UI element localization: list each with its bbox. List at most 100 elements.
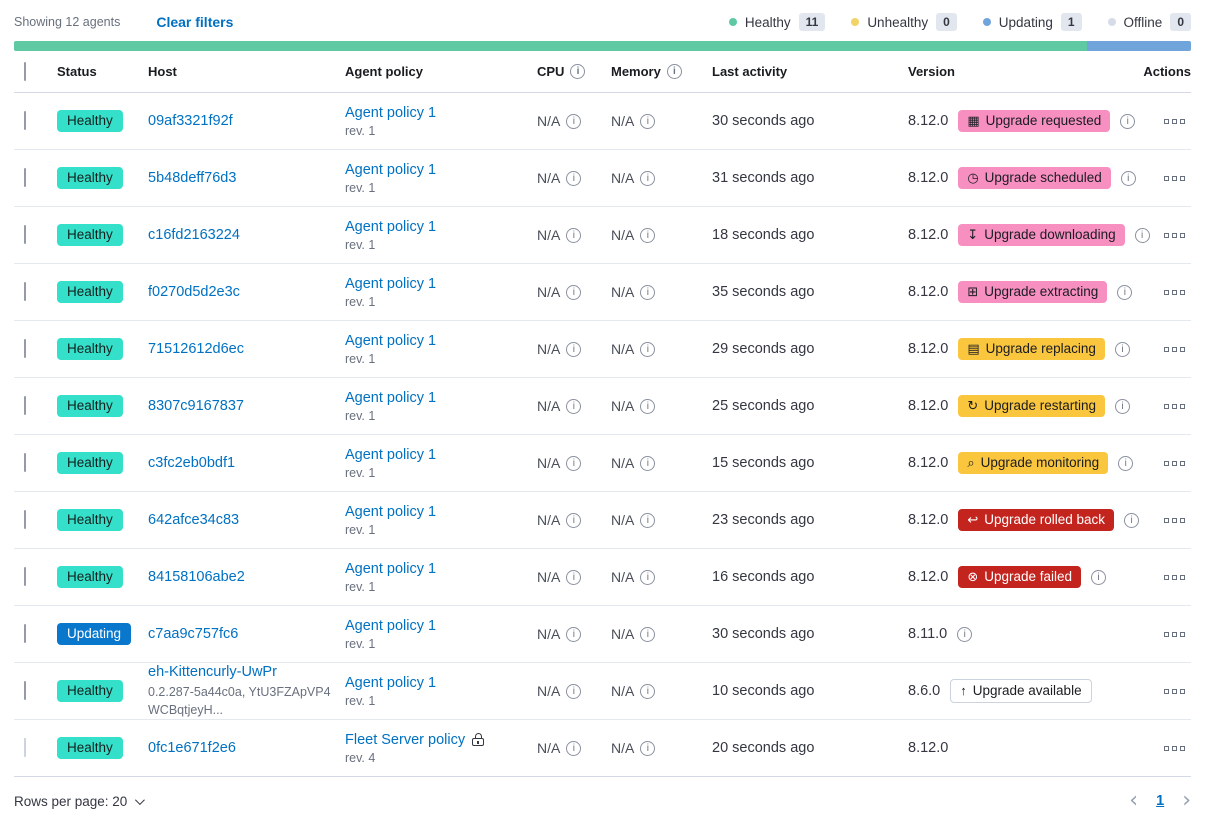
host-link[interactable]: 5b48deff76d3: [148, 170, 237, 186]
agent-policy-link[interactable]: Agent policy 1: [345, 674, 437, 691]
info-icon[interactable]: i: [1118, 455, 1134, 471]
table-row: Updating c7aa9c757fc6 Agent policy 1 rev…: [14, 606, 1191, 663]
row-actions-button[interactable]: [1162, 570, 1187, 585]
host-link[interactable]: c3fc2eb0bdf1: [148, 455, 236, 471]
info-icon[interactable]: i: [1134, 227, 1150, 243]
row-checkbox[interactable]: [24, 681, 26, 701]
agent-policy-link[interactable]: Agent policy 1: [345, 332, 437, 349]
info-icon[interactable]: i: [640, 683, 656, 699]
row-checkbox[interactable]: [24, 111, 26, 130]
info-icon[interactable]: i: [640, 626, 656, 642]
document-icon: ▤: [967, 341, 980, 356]
previous-page-arrow-icon[interactable]: ‹: [1129, 788, 1139, 814]
row-actions-button[interactable]: [1162, 171, 1187, 186]
info-icon[interactable]: i: [1120, 113, 1136, 129]
info-icon[interactable]: i: [640, 455, 656, 471]
agent-policy-link[interactable]: Agent policy 1: [345, 161, 437, 178]
info-icon[interactable]: i: [1117, 284, 1133, 300]
info-icon[interactable]: i: [570, 64, 586, 79]
row-checkbox[interactable]: [24, 624, 26, 643]
row-actions-button[interactable]: [1162, 627, 1187, 642]
row-checkbox[interactable]: [24, 510, 26, 529]
info-icon[interactable]: i: [566, 740, 582, 756]
rows-per-page-button[interactable]: Rows per page: 20: [14, 794, 146, 809]
row-actions-button[interactable]: [1162, 228, 1187, 243]
agent-policy-link[interactable]: Agent policy 1: [345, 560, 437, 577]
row-checkbox[interactable]: [24, 339, 26, 358]
row-actions-button[interactable]: [1162, 285, 1187, 300]
row-checkbox[interactable]: [24, 567, 26, 586]
row-actions-button[interactable]: [1162, 342, 1187, 357]
info-icon[interactable]: i: [640, 341, 656, 357]
agent-policy-link[interactable]: Agent policy 1: [345, 275, 437, 292]
upgrade-arrow-icon: ↑: [960, 683, 967, 699]
info-icon[interactable]: i: [566, 512, 582, 528]
info-icon[interactable]: i: [640, 512, 656, 528]
agent-policy-link[interactable]: Agent policy 1: [345, 389, 437, 406]
info-icon[interactable]: i: [1114, 341, 1130, 357]
agent-policy-link[interactable]: Agent policy 1: [345, 503, 437, 520]
info-icon[interactable]: i: [640, 284, 656, 300]
agent-policy-link[interactable]: Agent policy 1: [345, 218, 437, 235]
select-all-checkbox[interactable]: [24, 61, 26, 81]
info-icon[interactable]: i: [640, 740, 656, 756]
column-header-label: Status: [57, 64, 97, 79]
info-icon[interactable]: i: [566, 170, 582, 186]
agent-count-text: Showing 12 agents: [14, 15, 121, 29]
column-header-host: Host: [148, 64, 345, 79]
page-number-button[interactable]: 1: [1156, 793, 1165, 810]
host-link[interactable]: 8307c9167837: [148, 398, 244, 414]
host-link[interactable]: 642afce34c83: [148, 512, 240, 528]
status-badge: Healthy: [57, 167, 123, 189]
row-checkbox[interactable]: [24, 453, 26, 472]
agent-policy-link[interactable]: Agent policy 1: [345, 104, 437, 121]
host-link[interactable]: f0270d5d2e3c: [148, 284, 240, 300]
info-icon[interactable]: i: [640, 398, 656, 414]
status-badge: Healthy: [57, 281, 123, 303]
host-link[interactable]: 0fc1e671f2e6: [148, 740, 236, 757]
info-icon[interactable]: i: [566, 341, 582, 357]
info-icon[interactable]: i: [1120, 170, 1136, 186]
info-icon[interactable]: i: [566, 569, 582, 585]
info-icon[interactable]: i: [566, 398, 582, 414]
row-actions-button[interactable]: [1162, 399, 1187, 414]
info-icon[interactable]: i: [566, 113, 582, 129]
row-actions-button[interactable]: [1162, 684, 1187, 699]
clear-filters-link[interactable]: Clear filters: [156, 14, 234, 30]
row-actions-button[interactable]: [1162, 114, 1187, 129]
info-icon[interactable]: i: [957, 626, 973, 642]
info-icon[interactable]: i: [1124, 512, 1140, 528]
row-checkbox[interactable]: [24, 282, 26, 301]
agent-policy-link[interactable]: Fleet Server policy: [345, 731, 466, 748]
host-link[interactable]: 09af3321f92f: [148, 113, 233, 129]
host-link[interactable]: 71512612d6ec: [148, 341, 244, 357]
host-link[interactable]: c7aa9c757fc6: [148, 626, 239, 642]
row-checkbox[interactable]: [24, 396, 26, 415]
host-link[interactable]: eh-Kittencurly-UwPr: [148, 664, 277, 680]
row-actions-button[interactable]: [1162, 513, 1187, 528]
info-icon[interactable]: i: [566, 626, 582, 642]
info-icon[interactable]: i: [640, 227, 656, 243]
info-icon[interactable]: i: [1091, 569, 1107, 585]
info-icon[interactable]: i: [566, 455, 582, 471]
info-icon[interactable]: i: [1115, 398, 1131, 414]
info-icon[interactable]: i: [640, 113, 656, 129]
info-icon[interactable]: i: [640, 569, 656, 585]
policy-revision-text: rev. 1: [345, 636, 376, 651]
info-icon[interactable]: i: [566, 227, 582, 243]
info-icon[interactable]: i: [640, 170, 656, 186]
agent-policy-link[interactable]: Agent policy 1: [345, 617, 437, 634]
host-link[interactable]: 84158106abe2: [148, 569, 245, 585]
row-checkbox[interactable]: [24, 225, 26, 244]
host-link[interactable]: c16fd2163224: [148, 227, 240, 243]
row-actions-button[interactable]: [1162, 741, 1187, 756]
next-page-arrow-icon[interactable]: ›: [1182, 788, 1191, 814]
version-text: 8.11.0: [908, 626, 948, 642]
row-checkbox[interactable]: [24, 168, 26, 187]
info-icon[interactable]: i: [566, 683, 582, 699]
upgrade-status-badge: ↻ Upgrade restarting: [958, 395, 1106, 417]
info-icon[interactable]: i: [666, 64, 682, 79]
info-icon[interactable]: i: [566, 284, 582, 300]
row-actions-button[interactable]: [1162, 456, 1187, 471]
agent-policy-link[interactable]: Agent policy 1: [345, 446, 437, 463]
